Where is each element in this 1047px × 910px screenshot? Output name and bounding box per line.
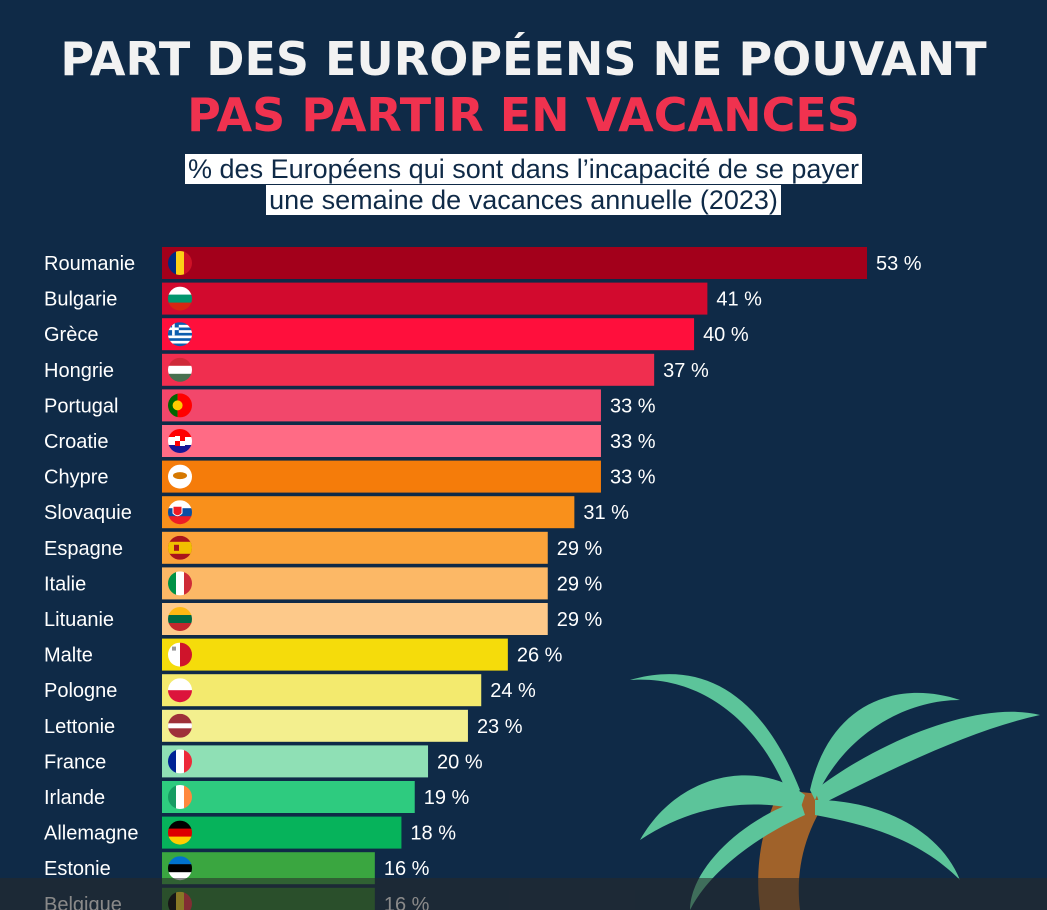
flag-poland-icon: [168, 678, 192, 703]
value-label: 16 %: [384, 858, 430, 880]
bar: [162, 496, 575, 529]
bar-row-7: Slovaquie 31 %: [44, 496, 629, 529]
value-label: 20 %: [437, 751, 483, 773]
subtitle-line1: % des Européens qui sont dans l’incapaci…: [185, 154, 862, 184]
flag-slovakia-icon: [168, 500, 192, 525]
category-label: Irlande: [44, 787, 105, 809]
bar: [162, 247, 867, 279]
bar-row-16: Allemagne 18 %: [44, 816, 456, 849]
bar-row-9: Italie 29 %: [44, 567, 603, 600]
bar-row-8: Espagne 29 %: [44, 531, 603, 564]
flag-germany-icon: [168, 820, 192, 845]
flag-italy-icon: [168, 571, 192, 596]
flag-hungary-icon: [168, 357, 192, 382]
flag-cyprus-icon: [168, 464, 192, 489]
value-label: 29 %: [557, 573, 603, 595]
flag-lithuania-icon: [168, 607, 192, 631]
bar: [162, 460, 601, 493]
category-label: Slovaquie: [44, 502, 132, 524]
category-label: Portugal: [44, 395, 119, 417]
flag-latvia-icon: [168, 713, 192, 738]
chart-title-line1: PART DES EUROPÉENS NE POUVANT: [60, 32, 987, 86]
value-label: 33 %: [610, 467, 656, 489]
category-label: Croatie: [44, 431, 108, 453]
value-label: 24 %: [490, 680, 536, 702]
bar: [162, 781, 415, 813]
chart-subtitle: % des Européens qui sont dans l’incapaci…: [0, 154, 1047, 216]
category-label: Chypre: [44, 467, 108, 489]
flag-estonia-icon: [168, 856, 192, 881]
bar-row-12: Pologne 24 %: [44, 674, 536, 707]
bar-row-0: Roumanie 53 %: [44, 247, 922, 279]
bar-row-4: Portugal 33 %: [44, 389, 656, 422]
bar: [162, 531, 548, 564]
bar: [162, 674, 482, 707]
flag-bulgaria-icon: [168, 286, 192, 311]
category-label: Lettonie: [44, 716, 115, 738]
flag-greece-icon: [168, 322, 192, 347]
value-label: 33 %: [610, 431, 656, 453]
bar-row-6: Chypre 33 %: [44, 460, 656, 493]
bar: [162, 567, 548, 600]
category-label: Bulgarie: [44, 289, 117, 311]
flag-portugal-icon: [168, 393, 192, 418]
category-label: France: [44, 751, 106, 773]
bar: [162, 318, 695, 351]
value-label: 33 %: [610, 395, 656, 417]
subtitle-line2: une semaine de vacances annuelle (2023): [266, 185, 781, 215]
bar: [162, 353, 655, 386]
bar-row-10: Lituanie 29 %: [44, 603, 603, 635]
bar-row-5: Croatie 33 %: [44, 425, 656, 457]
bar: [162, 745, 429, 778]
flag-romania-icon: [168, 251, 192, 275]
category-label: Grèce: [44, 324, 98, 346]
category-label: Estonie: [44, 858, 111, 880]
category-label: Italie: [44, 573, 86, 595]
bar: [162, 389, 601, 422]
bar-row-1: Bulgarie 41 %: [44, 282, 762, 315]
value-label: 19 %: [424, 787, 470, 809]
category-label: Roumanie: [44, 253, 135, 275]
value-label: 29 %: [557, 538, 603, 560]
value-label: 26 %: [517, 645, 563, 667]
bar-row-11: Malte 26 %: [44, 638, 563, 671]
bar-row-14: France 20 %: [44, 745, 483, 778]
bar-row-2: Grèce 40 %: [44, 318, 749, 351]
value-label: 31 %: [583, 502, 629, 524]
category-label: Espagne: [44, 538, 123, 560]
bar: [162, 282, 708, 315]
value-label: 53 %: [876, 253, 922, 275]
bar-row-3: Hongrie 37 %: [44, 353, 709, 386]
chart-title-line2: PAS PARTIR EN VACANCES: [187, 88, 860, 142]
flag-ireland-icon: [168, 785, 192, 809]
flag-malta-icon: [168, 642, 192, 667]
bottom-overlay-band: [0, 878, 1047, 910]
palm-tree-icon: [630, 674, 1040, 910]
flag-france-icon: [168, 749, 192, 774]
value-label: 18 %: [410, 823, 456, 845]
category-label: Malte: [44, 645, 93, 667]
bar: [162, 638, 508, 671]
bar-row-13: Lettonie 23 %: [44, 709, 523, 742]
value-label: 37 %: [663, 360, 709, 382]
category-label: Hongrie: [44, 360, 114, 382]
category-label: Pologne: [44, 680, 117, 702]
flag-spain-icon: [168, 535, 192, 560]
bar: [162, 425, 601, 457]
value-label: 29 %: [557, 609, 603, 631]
bar-row-15: Irlande 19 %: [44, 781, 470, 813]
value-label: 40 %: [703, 324, 749, 346]
bar: [162, 709, 468, 742]
bar: [162, 816, 402, 849]
value-label: 23 %: [477, 716, 523, 738]
flag-croatia-icon: [168, 429, 192, 453]
category-label: Lituanie: [44, 609, 114, 631]
category-label: Allemagne: [44, 823, 139, 845]
value-label: 41 %: [716, 289, 762, 311]
bar: [162, 603, 548, 635]
